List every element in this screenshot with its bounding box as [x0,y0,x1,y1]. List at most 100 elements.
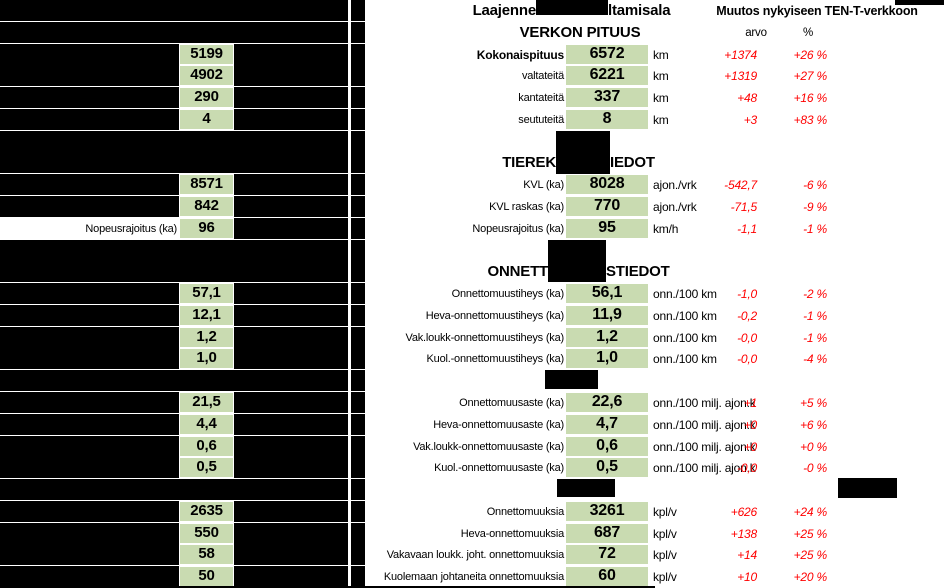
table-row: 0,6 Vak.loukk-onnettomuusaste (ka) 0,6 o… [0,436,944,458]
redaction-bar [234,218,348,239]
left-value-cell[interactable]: 1,2 [179,327,234,348]
redaction-bar [234,44,348,65]
change-percent: +25 % [793,548,828,562]
table-row: 4,4 Heva-onnettomuusaste (ka) 4,7 onn./1… [0,414,944,436]
percent-column-header: % [802,27,814,39]
row-label: Heva-onnettomuusaste (ka) [433,419,564,431]
redaction-bar [351,196,365,217]
value-cell[interactable]: 8028 [565,174,649,195]
redaction-bar [0,0,348,21]
table-row: 550 Heva-onnettomuuksia 687 kpl/v +138 +… [0,523,944,545]
left-value-cell[interactable]: 4 [179,109,234,130]
table-row [0,22,944,44]
value-cell[interactable]: 1,0 [565,348,649,369]
row-label: Kuol.-onnettomuustiheys (ka) [426,353,565,365]
change-column-header: Muutos nykyiseen TEN-T-verkkoon [716,4,918,18]
section-header-accident-start: ONNETT [487,263,549,280]
left-value-cell[interactable]: 96 [179,218,234,239]
table-row: 50 Kuolemaan johtaneita onnettomuuksia 6… [0,566,944,588]
left-value-cell[interactable]: 2635 [179,501,234,522]
row-label: KVL raskas (ka) [489,201,564,213]
change-value: +3 [743,113,757,127]
change-value: +1319 [724,69,757,83]
value-cell[interactable]: 95 [565,218,649,239]
left-value-cell[interactable]: 4,4 [179,414,234,435]
redaction-bar [0,479,348,500]
redaction-bar [351,87,365,108]
left-value-cell[interactable]: 550 [179,523,234,544]
row-label: Onnettomuusaste (ka) [459,397,564,409]
change-value: +0 [743,418,757,432]
redaction-bar [0,196,179,217]
left-value-cell[interactable]: 21,5 [179,392,234,413]
left-value-cell[interactable]: 58 [179,544,234,565]
value-cell[interactable]: 22,6 [565,392,649,413]
row-label: Nopeusrajoitus (ka) [472,223,564,235]
value-cell[interactable]: 6572 [565,44,649,65]
value-cell[interactable]: 72 [565,544,649,565]
unit-label: km/h [653,222,679,236]
redaction-bar [0,22,348,43]
value-cell[interactable]: 0,5 [565,457,649,478]
redaction-bar [557,479,615,497]
redaction-bar [0,566,179,587]
unit-label: kpl/v [653,527,677,541]
left-value-cell[interactable]: 50 [179,566,234,587]
value-cell[interactable]: 337 [565,87,649,108]
unit-label: km [653,91,669,105]
row-label: Heva-onnettomuuksia [460,528,564,540]
left-value-cell[interactable]: 57,1 [179,283,234,304]
redaction-bar [351,305,365,326]
redaction-bar [351,392,365,413]
table-row: 4902 valtateitä 6221 km +1319 +27 % [0,65,944,87]
left-value-cell[interactable]: 12,1 [179,305,234,326]
row-label: Onnettomuustiheys (ka) [451,288,565,300]
value-cell[interactable]: 687 [565,523,649,544]
left-value-cell[interactable]: 290 [179,87,234,108]
left-value-cell[interactable]: 842 [179,196,234,217]
value-cell[interactable]: 770 [565,196,649,217]
left-value-cell[interactable]: 8571 [179,174,234,195]
left-value-cell[interactable]: 0,5 [179,457,234,478]
redaction-bar [351,414,365,435]
left-value-cell[interactable]: 5199 [179,44,234,65]
redaction-bar [351,479,365,500]
redaction-bar [351,22,365,43]
redaction-bar [351,544,365,565]
table-row: 0,5 Kuol.-onnettomuusaste (ka) 0,5 onn./… [0,457,944,479]
value-cell[interactable]: 6221 [565,65,649,86]
table-row [0,479,944,501]
redaction-bar [351,566,365,587]
unit-label: onn./100 milj. ajon.k [653,396,756,410]
value-cell[interactable]: 11,9 [565,305,649,326]
change-value: +1374 [724,48,757,62]
change-value: +1 [743,396,757,410]
value-cell[interactable]: 56,1 [565,283,649,304]
change-percent: -6 % [803,178,827,192]
left-value-cell[interactable]: 1,0 [179,348,234,369]
change-value: -1,0 [737,287,757,301]
left-value-cell[interactable]: 0,6 [179,436,234,457]
redaction-bar [0,44,179,65]
table-row [0,0,944,22]
redaction-bar [351,370,365,391]
value-cell[interactable]: 1,2 [565,327,649,348]
table-row: 5199 Kokonaispituus 6572 km +1374 +26 % [0,44,944,66]
table-row [0,370,944,392]
change-value: -0,0 [737,331,757,345]
value-cell[interactable]: 8 [565,109,649,130]
table-row [0,152,944,174]
redaction-bar [351,501,365,522]
value-cell[interactable]: 60 [565,566,649,587]
table-row: 58 Vakavaan loukk. joht. onnettomuuksia … [0,544,944,566]
value-cell[interactable]: 3261 [565,501,649,522]
redaction-bar [0,261,348,282]
value-cell[interactable]: 4,7 [565,414,649,435]
value-cell[interactable]: 0,6 [565,436,649,457]
redaction-bar [234,109,348,130]
left-value-cell[interactable]: 4902 [179,65,234,86]
redaction-bar [234,544,348,565]
redaction-bar [234,501,348,522]
redaction-bar [548,240,606,282]
